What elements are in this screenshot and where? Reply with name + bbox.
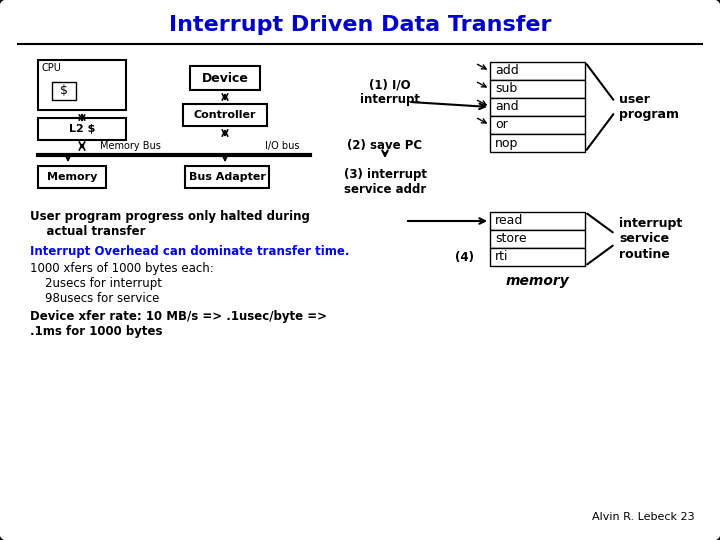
Text: CPU: CPU <box>42 63 62 73</box>
Text: 1000 xfers of 1000 bytes each:
    2usecs for interrupt
    98usecs for service: 1000 xfers of 1000 bytes each: 2usecs fo… <box>30 262 214 305</box>
Text: Device xfer rate: 10 MB/s => .1usec/byte =>
.1ms for 1000 bytes: Device xfer rate: 10 MB/s => .1usec/byte… <box>30 310 327 338</box>
Text: Interrupt Overhead can dominate transfer time.: Interrupt Overhead can dominate transfer… <box>30 245 349 258</box>
Text: Memory: Memory <box>47 172 97 182</box>
Text: (2) save PC: (2) save PC <box>348 138 423 152</box>
Bar <box>183 104 267 126</box>
Text: Bus Adapter: Bus Adapter <box>189 172 266 182</box>
Bar <box>38 166 106 188</box>
Bar <box>490 248 585 266</box>
Text: $: $ <box>60 84 68 98</box>
Text: interrupt
service
routine: interrupt service routine <box>619 218 683 260</box>
Bar <box>490 80 585 98</box>
Text: or: or <box>495 118 508 132</box>
Bar <box>52 82 76 100</box>
Bar <box>490 116 585 134</box>
Text: nop: nop <box>495 137 518 150</box>
Bar <box>185 166 269 188</box>
Text: I/O bus: I/O bus <box>265 141 300 151</box>
Text: Interrupt Driven Data Transfer: Interrupt Driven Data Transfer <box>168 15 552 35</box>
Bar <box>490 212 585 230</box>
Text: sub: sub <box>495 83 517 96</box>
Text: Device: Device <box>202 71 248 84</box>
Text: user
program: user program <box>619 93 679 121</box>
Bar <box>190 66 260 90</box>
Text: Memory Bus: Memory Bus <box>99 141 161 151</box>
Text: User program progress only halted during
    actual transfer: User program progress only halted during… <box>30 210 310 238</box>
Text: Controller: Controller <box>194 110 256 120</box>
Bar <box>490 230 585 248</box>
Bar <box>38 60 126 110</box>
Text: and: and <box>495 100 518 113</box>
Text: memory: memory <box>505 274 570 288</box>
Bar <box>490 134 585 152</box>
Text: (4): (4) <box>456 251 474 264</box>
Text: (1) I/O
interrupt: (1) I/O interrupt <box>360 78 420 106</box>
Text: read: read <box>495 214 523 227</box>
Bar <box>38 118 126 140</box>
Text: Alvin R. Lebeck 23: Alvin R. Lebeck 23 <box>593 512 695 522</box>
Text: store: store <box>495 233 526 246</box>
Text: rti: rti <box>495 251 508 264</box>
Text: add: add <box>495 64 518 78</box>
Text: (3) interrupt
service addr: (3) interrupt service addr <box>343 168 426 196</box>
Text: L2 $: L2 $ <box>69 124 95 134</box>
Bar <box>490 62 585 80</box>
Bar <box>490 98 585 116</box>
